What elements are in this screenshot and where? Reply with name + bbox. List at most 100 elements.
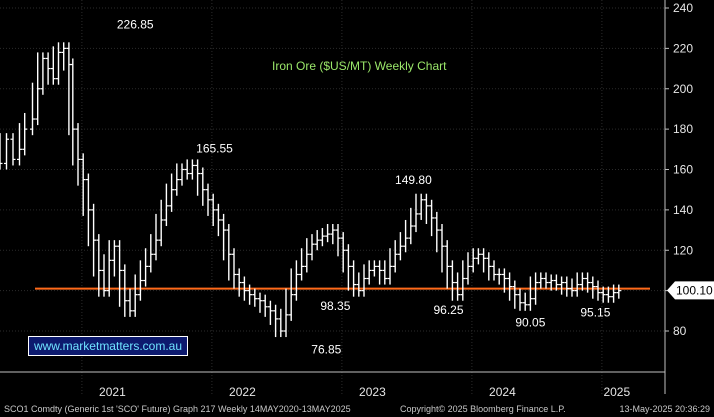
website-link[interactable]: www.marketmatters.com.au xyxy=(28,336,188,356)
ohlc-bar xyxy=(533,272,539,305)
ohlc-bar xyxy=(309,234,315,261)
ohlc-bar xyxy=(158,199,164,247)
y-tick-label: 120 xyxy=(673,243,693,257)
ohlc-bar xyxy=(195,159,201,196)
ohlc-bar xyxy=(356,272,362,297)
ohlc-bar xyxy=(153,213,159,261)
ohlc-bar xyxy=(397,232,403,261)
ohlc-bar xyxy=(257,292,263,313)
ohlc-bar xyxy=(579,272,585,291)
y-tick-label: 200 xyxy=(673,82,693,96)
copyright-caption: Copyright© 2025 Bloomberg Finance L.P. xyxy=(400,404,566,414)
ohlc-bar xyxy=(288,268,294,321)
ohlc-bar xyxy=(132,274,138,317)
ohlc-bar xyxy=(527,276,533,311)
ohlc-bar xyxy=(512,280,518,309)
x-tick-label: 2025 xyxy=(603,385,630,399)
last-value-tag xyxy=(667,281,714,300)
ohlc-bar xyxy=(137,260,143,301)
ohlc-bar xyxy=(61,42,67,71)
x-tick-label: 2023 xyxy=(359,385,386,399)
ohlc-bar xyxy=(335,224,341,257)
ohlc-bar xyxy=(293,260,299,301)
annotation-label: 149.80 xyxy=(395,173,432,187)
ohlc-bar xyxy=(517,288,523,311)
y-tick-label: 160 xyxy=(673,163,693,177)
ohlc-bar xyxy=(40,52,46,95)
ohlc-bar xyxy=(304,238,310,273)
last-value-label: 100.10 xyxy=(676,283,713,297)
ohlc-bar xyxy=(91,203,97,277)
ohlc-bar xyxy=(278,308,284,338)
ohlc-bar xyxy=(314,230,320,251)
ohlc-bar xyxy=(538,272,544,289)
ohlc-bar xyxy=(22,112,28,156)
annotation-label: 96.25 xyxy=(433,303,463,317)
ohlc-bar xyxy=(210,193,216,227)
annotation-label: 226.85 xyxy=(117,18,154,32)
ohlc-bar xyxy=(10,133,16,166)
ohlc-bar xyxy=(169,173,175,212)
ohlc-bar xyxy=(122,264,128,317)
ohlc-bar xyxy=(189,159,195,180)
ohlc-bar xyxy=(559,276,565,295)
x-tick-label: 2022 xyxy=(229,385,256,399)
ohlc-bar xyxy=(501,268,507,293)
ohlc-bar xyxy=(247,284,253,305)
ohlc-bar xyxy=(611,284,617,303)
ohlc-bar xyxy=(564,276,570,297)
ohlc-bar xyxy=(507,272,513,301)
ohlc-bar xyxy=(423,193,429,225)
ohlc-bar xyxy=(111,240,117,277)
ohlc-bar xyxy=(283,288,289,338)
ohlc-bar xyxy=(273,304,279,338)
ohlc-bar xyxy=(595,280,601,301)
ohlc-bar xyxy=(548,274,554,291)
ohlc-bar xyxy=(345,244,351,291)
ohlc-bar xyxy=(330,224,336,245)
last-value-marker: 100.10 xyxy=(667,281,714,300)
annotation-label: 95.15 xyxy=(580,305,610,319)
ohlc-bar xyxy=(252,288,258,307)
ohlc-bar xyxy=(377,260,383,285)
ohlc-bar xyxy=(475,248,481,265)
ohlc-bar xyxy=(600,286,606,303)
ohlc-bar xyxy=(101,254,107,297)
ohlc-bar xyxy=(371,260,377,277)
chart-title: Iron Ore ($US/MT) Weekly Chart xyxy=(272,59,447,73)
ohlc-bar xyxy=(605,286,611,303)
ohlc-bar xyxy=(200,167,206,206)
source-caption: SCO1 Comdty (Generic 1st 'SCO' Future) G… xyxy=(4,404,351,414)
annotation-label: 98.35 xyxy=(320,299,350,313)
ohlc-bar xyxy=(205,183,211,216)
ohlc-bar xyxy=(460,260,466,301)
ohlc-bar xyxy=(163,183,169,227)
price-bars xyxy=(0,42,622,338)
ohlc-bar xyxy=(340,232,346,273)
ohlc-bar xyxy=(387,248,393,285)
ohlc-bar xyxy=(351,260,357,297)
ohlc-bar xyxy=(439,224,445,273)
ohlc-bar xyxy=(418,193,424,220)
ohlc-bar xyxy=(80,153,86,216)
ohlc-bar xyxy=(174,163,180,196)
ohlc-bar xyxy=(569,278,575,297)
ohlc-bar xyxy=(403,219,409,253)
ohlc-bar xyxy=(470,248,476,273)
ohlc-bar xyxy=(17,123,22,166)
ohlc-bar xyxy=(127,288,133,317)
y-tick-label: 80 xyxy=(673,324,687,338)
ohlc-bar xyxy=(184,159,190,180)
y-tick-label: 220 xyxy=(673,41,693,55)
ohlc-bar xyxy=(449,260,455,301)
ohlc-bar xyxy=(444,240,450,289)
ohlc-bar xyxy=(319,228,325,247)
y-tick-label: 240 xyxy=(673,1,693,15)
ohlc-bar xyxy=(96,234,102,297)
annotation-label: 76.85 xyxy=(311,342,341,356)
y-tick-label: 180 xyxy=(673,122,693,136)
x-axis: 2021 2022 2023 2024 2025 xyxy=(0,371,665,399)
y-tick-label: 140 xyxy=(673,203,693,217)
price-annotations: 226.85 165.55 76.85 98.35 149.80 96.25 90.05 95… xyxy=(117,18,611,357)
ohlc-bar xyxy=(106,240,112,297)
